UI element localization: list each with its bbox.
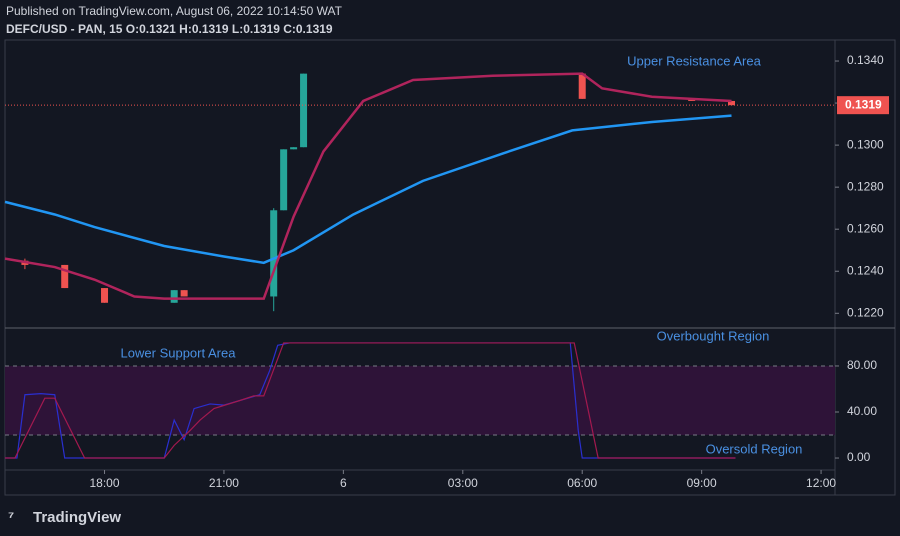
x-tick-label: 06:00 <box>567 476 597 490</box>
y-tick-label: 40.00 <box>847 404 877 418</box>
frame <box>4 39 896 496</box>
y-tick-label: 0.1300 <box>847 137 884 151</box>
logo-mark: ⁷ <box>8 509 14 526</box>
annotation: Upper Resistance Area <box>627 53 761 68</box>
candle-body <box>101 288 109 303</box>
y-tick-label: 0.1280 <box>847 179 884 193</box>
series-line <box>5 342 736 459</box>
candle-body <box>300 73 308 148</box>
candle-body <box>727 100 735 106</box>
annotation: Lower Support Area <box>121 345 237 360</box>
logo: ⁷ TradingView <box>8 509 121 526</box>
x-tick-label: 18:00 <box>90 476 120 490</box>
y-tick-label: 80.00 <box>847 358 877 372</box>
candle-body <box>578 73 586 99</box>
published-line: Published on TradingView.com, August 06,… <box>6 4 343 18</box>
candle-body <box>270 210 278 297</box>
candle-body <box>180 290 188 297</box>
candle-body <box>170 290 178 303</box>
y-tick-label: 0.00 <box>847 450 871 464</box>
x-tick-label: 12:00 <box>806 476 836 490</box>
current-price-label: 0.1319 <box>845 97 882 111</box>
x-tick-label: 03:00 <box>448 476 478 490</box>
series-line <box>4 72 732 300</box>
band-fill <box>5 365 835 436</box>
y-tick-label: 0.1240 <box>847 263 884 277</box>
logo-text: TradingView <box>33 509 121 526</box>
candle-body <box>61 264 69 289</box>
current-price-box <box>837 96 889 115</box>
y-tick-label: 0.1260 <box>847 221 884 235</box>
annotation: Oversold Region <box>706 441 803 456</box>
x-tick-label: 09:00 <box>687 476 717 490</box>
candle-body <box>280 149 288 211</box>
x-tick-label: 21:00 <box>209 476 239 490</box>
y-tick-label: 0.1340 <box>847 53 884 67</box>
candle-body <box>290 147 298 150</box>
y-tick-label: 0.1220 <box>847 305 884 319</box>
symbol-line: DEFC/USD - PAN, 15 O:0.1321 H:0.1319 L:0… <box>6 22 333 36</box>
x-tick-label: 6 <box>340 476 347 490</box>
series-line <box>4 114 732 265</box>
annotation: Overbought Region <box>657 328 770 343</box>
